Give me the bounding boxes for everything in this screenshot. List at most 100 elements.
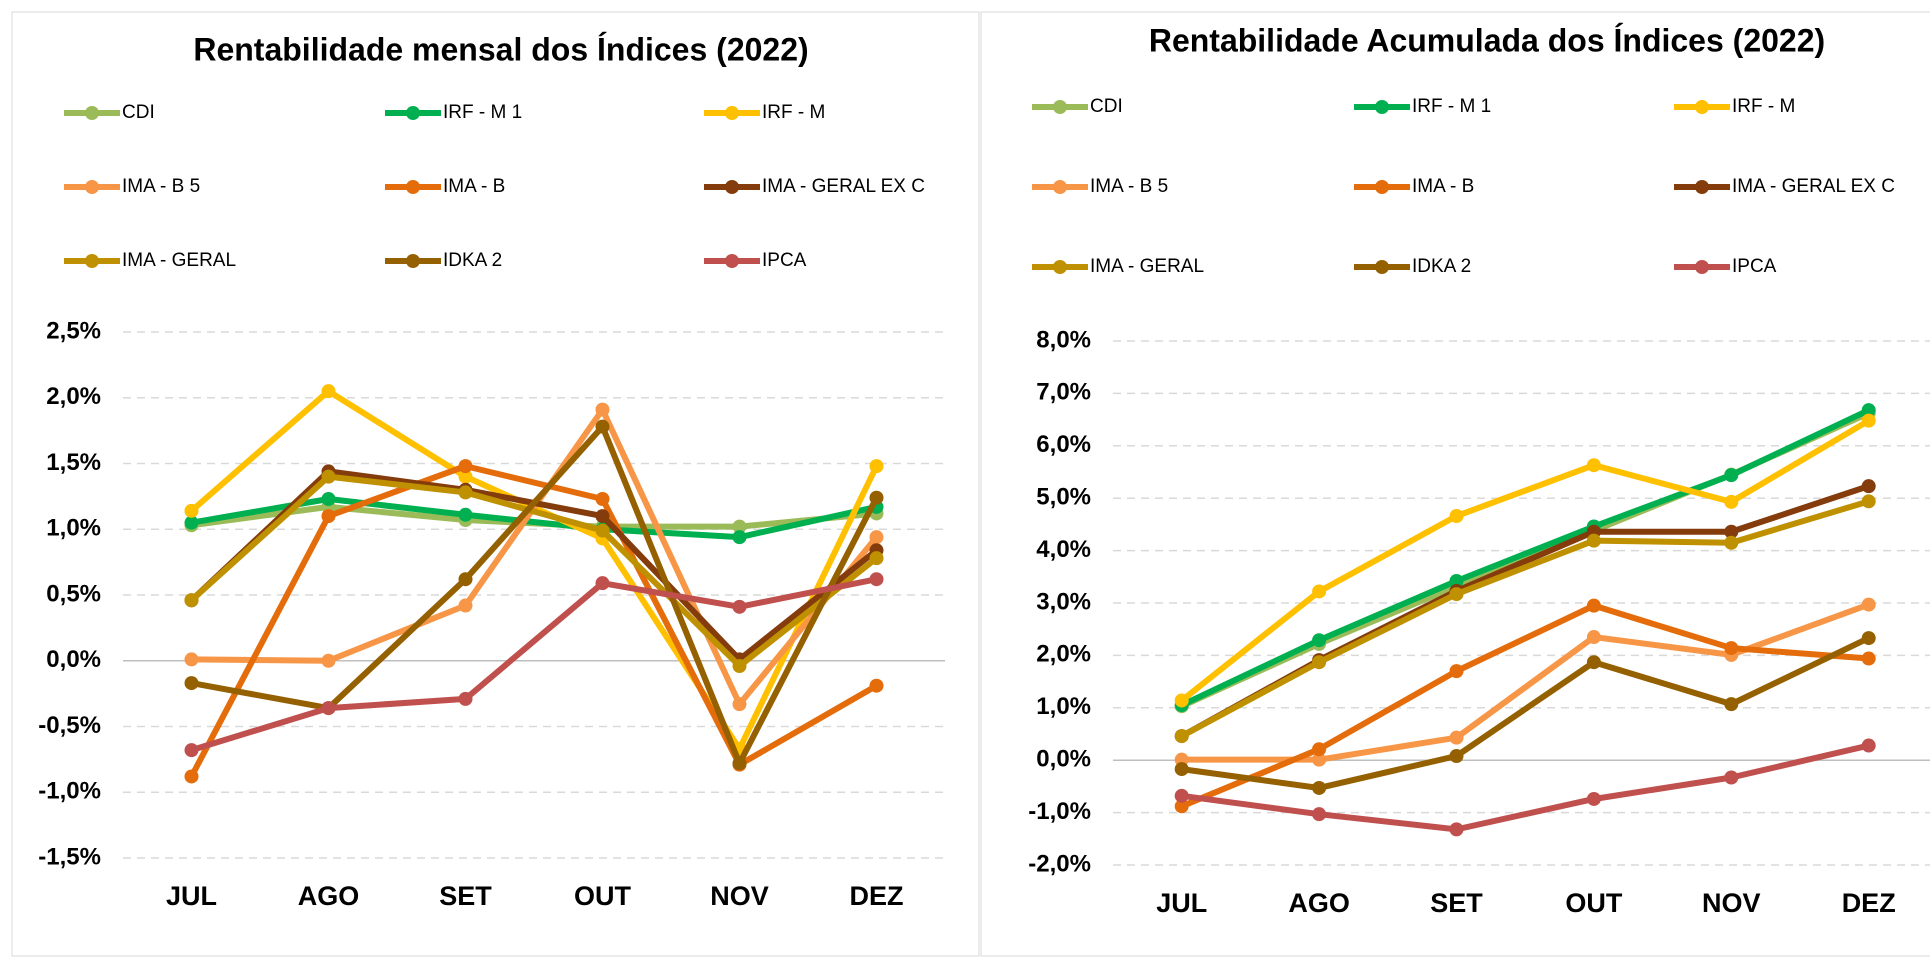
data-point	[732, 530, 747, 545]
series-line	[191, 406, 879, 708]
y-tick-label: 4,0%	[1036, 536, 1091, 563]
legend-marker	[1375, 180, 1389, 194]
data-point	[1312, 655, 1327, 670]
data-point	[1312, 752, 1327, 767]
data-point	[595, 576, 610, 591]
legend-label: CDI	[1090, 96, 1123, 117]
legend-marker	[85, 254, 99, 268]
y-tick-label: 3,0%	[1036, 588, 1091, 615]
data-point	[1312, 584, 1327, 599]
data-point	[1724, 468, 1739, 483]
data-point	[1724, 494, 1739, 509]
data-point	[732, 659, 747, 674]
data-point	[1861, 413, 1876, 428]
data-point	[1449, 664, 1464, 679]
data-point	[458, 485, 473, 500]
data-point	[184, 515, 199, 530]
data-point	[869, 551, 884, 566]
data-point	[458, 691, 473, 706]
y-tick-label: 8,0%	[1036, 326, 1091, 353]
data-point	[1861, 494, 1876, 509]
series-line	[1180, 407, 1870, 708]
x-tick-label: OUT	[574, 881, 632, 911]
legend-label: CDI	[122, 102, 155, 123]
legend-marker	[1375, 260, 1389, 274]
y-tick-label: 7,0%	[1036, 379, 1091, 406]
data-point	[321, 384, 336, 399]
data-point	[184, 676, 199, 691]
legend-marker	[1695, 180, 1709, 194]
x-tick-label: DEZ	[1842, 888, 1896, 918]
data-point	[595, 523, 610, 538]
chart-title: Rentabilidade mensal dos Índices (2022)	[193, 31, 808, 67]
data-point	[1586, 533, 1601, 548]
data-point	[732, 756, 747, 771]
legend-label: IPCA	[1732, 256, 1777, 277]
data-point	[1586, 458, 1601, 473]
data-point	[595, 492, 610, 507]
data-point	[1174, 788, 1189, 803]
legend-label: IMA - B 5	[122, 176, 200, 197]
data-point	[1449, 587, 1464, 602]
data-point	[1586, 630, 1601, 645]
series-line	[190, 576, 878, 754]
legend-label: IRF - M	[1732, 96, 1795, 117]
data-point	[1724, 641, 1739, 656]
data-point	[321, 492, 336, 507]
data-point	[184, 743, 199, 758]
legend-marker	[1695, 100, 1709, 114]
data-point	[869, 530, 884, 545]
legend-marker	[1695, 260, 1709, 274]
data-point	[1724, 535, 1739, 550]
legend-marker	[725, 106, 739, 120]
data-point	[1861, 403, 1876, 418]
data-point	[458, 459, 473, 474]
y-tick-label: -2,0%	[1028, 850, 1091, 877]
legend-marker	[406, 106, 420, 120]
data-point	[184, 652, 199, 667]
y-tick-label: 2,0%	[46, 383, 101, 410]
x-tick-label: JUL	[1156, 888, 1207, 918]
data-point	[732, 599, 747, 614]
legend-marker	[1053, 180, 1067, 194]
legend-label: IRF - M 1	[1412, 96, 1491, 117]
data-point	[458, 598, 473, 613]
data-point	[869, 459, 884, 474]
data-point	[732, 697, 747, 712]
legend-marker	[1375, 100, 1389, 114]
chart-title: Rentabilidade Acumulada dos Índices (202…	[1149, 22, 1825, 58]
data-point	[869, 572, 884, 587]
x-tick-label: NOV	[710, 881, 769, 911]
data-point	[1861, 631, 1876, 646]
data-point	[1449, 749, 1464, 764]
x-tick-label: OUT	[1565, 888, 1623, 918]
data-point	[1312, 742, 1327, 757]
data-point	[1724, 524, 1739, 539]
data-point	[1724, 770, 1739, 785]
legend-label: IMA - B	[443, 176, 505, 197]
legend-marker	[85, 106, 99, 120]
data-point	[1586, 791, 1601, 806]
series-line	[188, 463, 878, 778]
y-tick-label: 0,0%	[1036, 746, 1091, 773]
data-point	[321, 509, 336, 524]
data-point	[458, 572, 473, 587]
y-tick-label: 6,0%	[1036, 431, 1091, 458]
series-line	[1179, 418, 1871, 703]
data-point	[595, 509, 610, 524]
data-point	[595, 402, 610, 417]
x-tick-label: AGO	[1288, 888, 1350, 918]
data-point	[1724, 697, 1739, 712]
data-point	[184, 503, 199, 518]
legend-label: IMA - B 5	[1090, 176, 1168, 197]
legend-marker	[725, 254, 739, 268]
x-tick-label: SET	[1430, 888, 1483, 918]
series-line	[190, 496, 878, 541]
data-point	[869, 490, 884, 505]
data-point	[1174, 729, 1189, 744]
data-point	[1174, 693, 1189, 708]
x-tick-label: AGO	[298, 881, 360, 911]
y-tick-label: 2,0%	[1036, 641, 1091, 668]
data-point	[321, 653, 336, 668]
legend-marker	[1053, 260, 1067, 274]
